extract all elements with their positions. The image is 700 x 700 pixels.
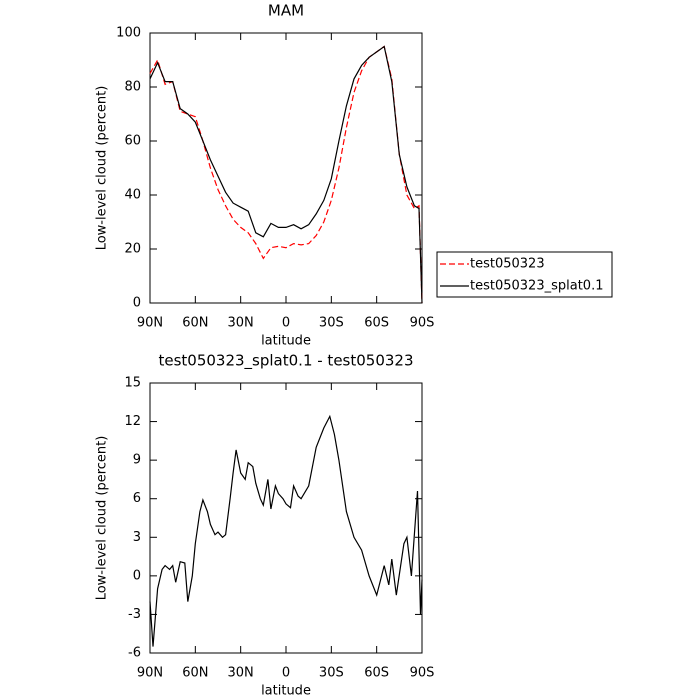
y-tick-label: 9 (133, 453, 141, 468)
data-line (149, 45, 423, 304)
y-tick-label: 15 (124, 376, 141, 391)
x-tick-label: 30S (319, 316, 344, 331)
y-tick-label: 0 (133, 568, 141, 583)
x-tick-label: 60S (364, 316, 389, 331)
x-tick-label: 90N (137, 316, 163, 331)
x-tick-label: 90N (137, 666, 163, 681)
x-axis-label: latitude (261, 684, 311, 699)
x-tick-label: 60N (182, 316, 208, 331)
x-tick-label: 30N (228, 316, 254, 331)
y-tick-label: 100 (116, 26, 141, 41)
legend-label: test050323_splat0.1 (470, 279, 603, 294)
y-tick-label: 40 (124, 188, 141, 203)
x-tick-label: 60N (182, 666, 208, 681)
y-tick-label: -6 (128, 646, 141, 661)
y-tick-label: 3 (133, 530, 141, 545)
y-tick-label: 0 (133, 296, 141, 311)
plot-frame (149, 382, 423, 654)
x-tick-label: 0 (282, 316, 290, 331)
y-tick-label: 60 (124, 134, 141, 149)
x-tick-label: 60S (364, 666, 389, 681)
y-tick-label: 6 (133, 491, 141, 506)
legend-box (436, 251, 613, 298)
data-line (149, 45, 423, 304)
plot-frame (149, 32, 423, 304)
y-axis-label: Low-level cloud (percent) (95, 86, 110, 251)
y-axis-label: Low-level cloud (percent) (95, 436, 110, 601)
x-tick-label: 0 (282, 666, 290, 681)
y-tick-label: -3 (128, 607, 141, 622)
x-tick-label: 30S (319, 666, 344, 681)
chart-title: MAM (268, 2, 304, 20)
x-tick-label: 90S (410, 666, 435, 681)
legend-label: test050323 (470, 257, 545, 272)
y-tick-label: 12 (124, 414, 141, 429)
y-tick-label: 20 (124, 242, 141, 257)
x-axis-label: latitude (261, 334, 311, 349)
data-line (149, 414, 423, 647)
x-tick-label: 90S (410, 316, 435, 331)
chart-title: test050323_splat0.1 - test050323 (158, 352, 413, 371)
x-tick-label: 30N (228, 666, 254, 681)
y-tick-label: 80 (124, 80, 141, 95)
